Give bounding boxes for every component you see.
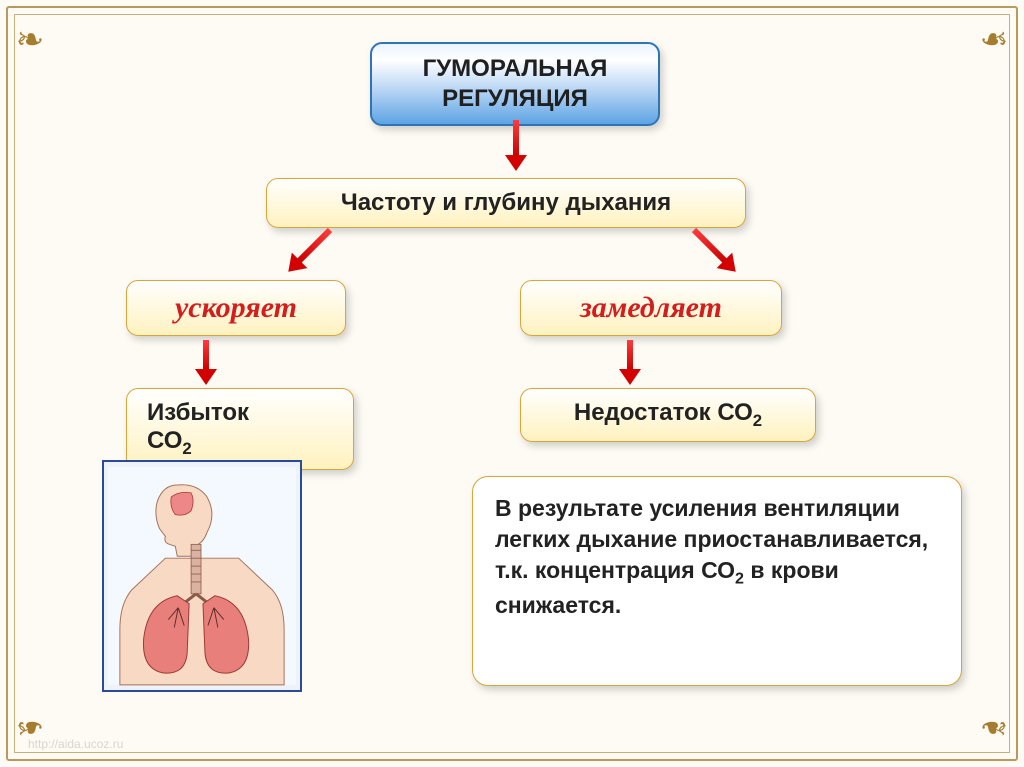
header-box: ГУМОРАЛЬНАЯ РЕГУЛЯЦИЯ — [370, 42, 660, 126]
decelerates-text: замедляет — [580, 291, 722, 324]
excess-line1: Избыток — [147, 399, 335, 427]
arrow — [619, 340, 641, 385]
header-line1: ГУМОРАЛЬНАЯ — [390, 54, 640, 84]
ornament-bottom-right: ❧ — [978, 703, 1010, 751]
ornament-top-left: ❧ — [14, 16, 46, 64]
deficit-co-sub: 2 — [753, 411, 762, 430]
watermark: http://aida.ucoz.ru — [28, 737, 123, 751]
ornament-top-right: ❧ — [978, 16, 1010, 64]
arrow — [505, 120, 527, 171]
decelerates-box: замедляет — [520, 280, 782, 336]
info-sub: 2 — [735, 570, 744, 588]
excess-co-sub: 2 — [182, 439, 191, 458]
excess-co-text: СО — [147, 427, 182, 454]
info-box: В результате усиления вентиляции легких … — [472, 476, 962, 686]
deficit-co-text: Недостаток СО — [574, 399, 753, 426]
accelerates-box: ускоряет — [126, 280, 346, 336]
accelerates-text: ускоряет — [175, 291, 297, 324]
deficit-co2-box: Недостаток СО2 — [520, 388, 816, 442]
frequency-box: Частоту и глубину дыхания — [266, 178, 746, 228]
arrow — [195, 340, 217, 385]
info-text-1: В результате усиления вентиляции легких … — [495, 495, 928, 583]
respiratory-svg — [108, 466, 296, 686]
anatomy-illustration — [102, 460, 302, 692]
frequency-text: Частоту и глубину дыхания — [341, 189, 671, 216]
excess-co2-box: Избыток СО2 — [126, 388, 354, 470]
excess-line2: СО2 — [147, 427, 335, 459]
header-line2: РЕГУЛЯЦИЯ — [390, 84, 640, 114]
